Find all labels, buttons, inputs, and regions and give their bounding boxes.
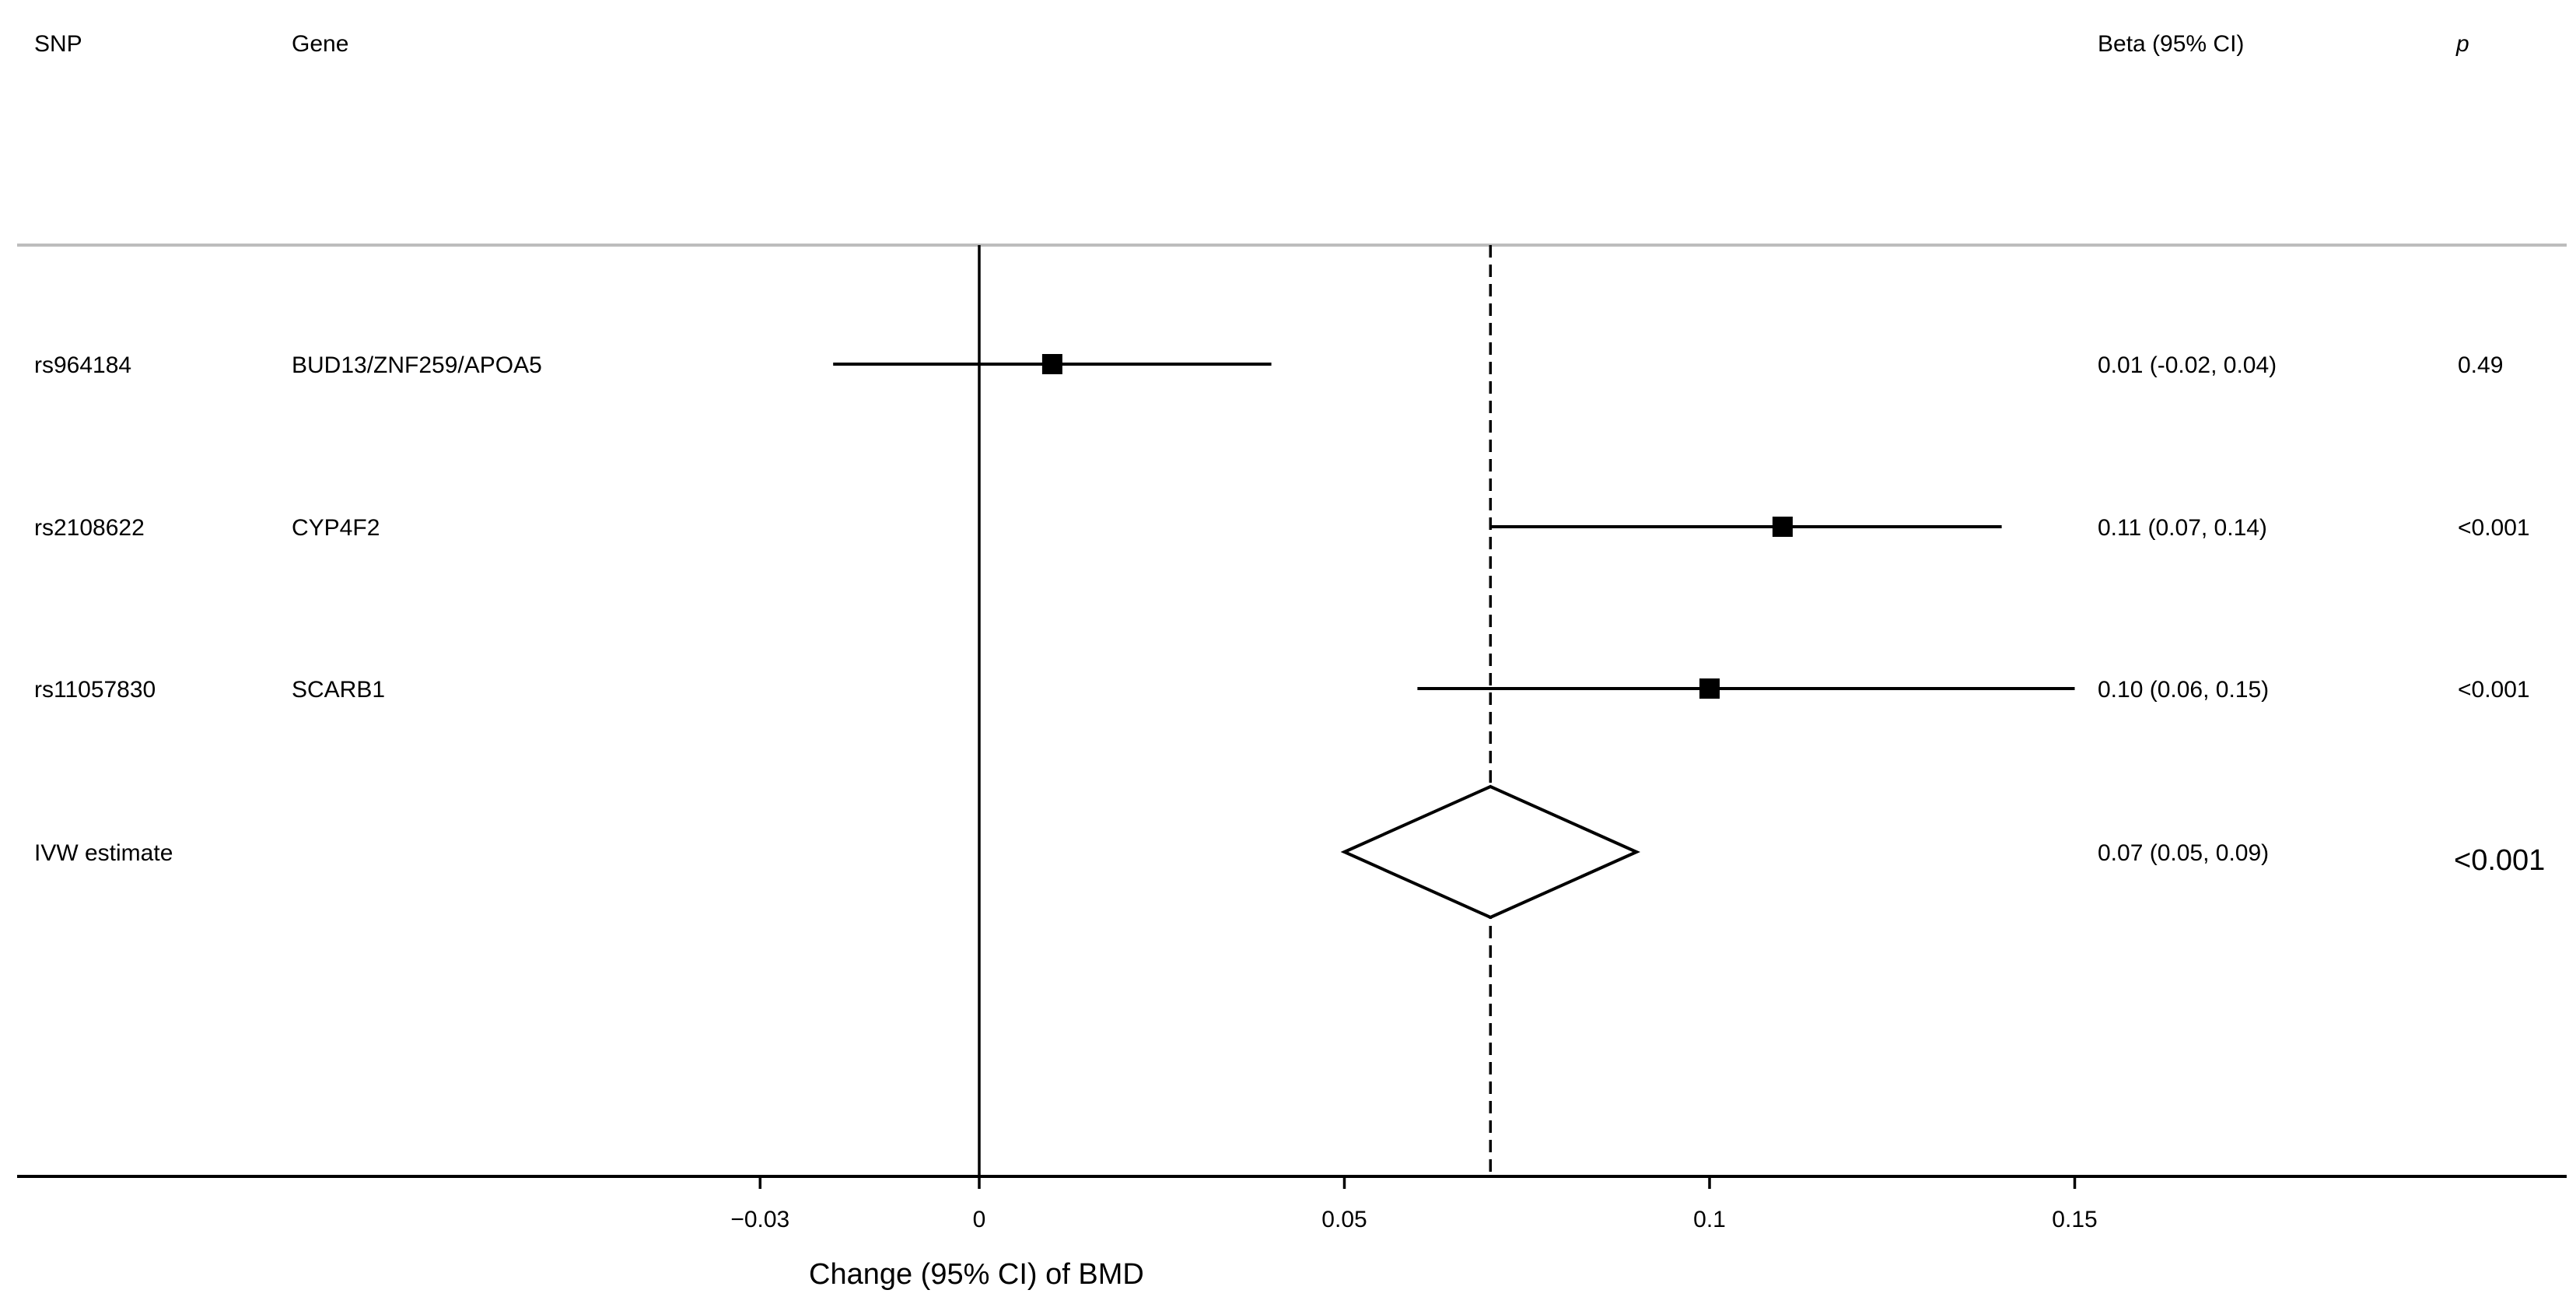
x-tick-label: 0 <box>973 1207 986 1232</box>
x-axis-label: Change (95% CI) of BMD <box>809 1258 1144 1291</box>
row-snp-ivw-estimate: IVW estimate <box>34 840 173 866</box>
point-estimate-rs11057830 <box>1699 678 1720 699</box>
point-estimate-rs2108622 <box>1772 517 1793 537</box>
point-estimate-rs964184 <box>1041 354 1062 374</box>
row-beta-ci-rs11057830: 0.10 (0.06, 0.15) <box>2098 677 2269 703</box>
row-gene-rs2108622: CYP4F2 <box>292 515 380 541</box>
row-beta-ci-rs964184: 0.01 (-0.02, 0.04) <box>2098 352 2277 378</box>
row-snp-rs2108622: rs2108622 <box>34 515 145 541</box>
header-gene: Gene <box>292 31 348 57</box>
row-beta-ci-ivw-estimate: 0.07 (0.05, 0.09) <box>2098 840 2269 866</box>
row-p-rs2108622: <0.001 <box>2458 515 2530 541</box>
row-p-rs11057830: <0.001 <box>2458 677 2530 703</box>
row-gene-rs11057830: SCARB1 <box>292 677 385 703</box>
x-tick-label: −0.03 <box>730 1207 789 1232</box>
header-p: p <box>2455 31 2469 57</box>
x-tick-label: 0.05 <box>1321 1207 1367 1232</box>
header-snp: SNP <box>34 31 82 57</box>
x-tick-label: 0.15 <box>2052 1207 2097 1232</box>
row-beta-ci-rs2108622: 0.11 (0.07, 0.14) <box>2098 515 2267 541</box>
row-snp-rs964184: rs964184 <box>34 352 131 378</box>
x-tick-label: 0.1 <box>1693 1207 1726 1232</box>
row-p-rs964184: 0.49 <box>2458 352 2503 378</box>
pooled-estimate-diamond <box>1340 784 1640 920</box>
row-p-ivw-estimate: <0.001 <box>2454 844 2545 877</box>
row-snp-rs11057830: rs11057830 <box>34 677 156 703</box>
header-beta-ci: Beta (95% CI) <box>2098 31 2244 57</box>
row-gene-rs964184: BUD13/ZNF259/APOA5 <box>292 352 542 378</box>
